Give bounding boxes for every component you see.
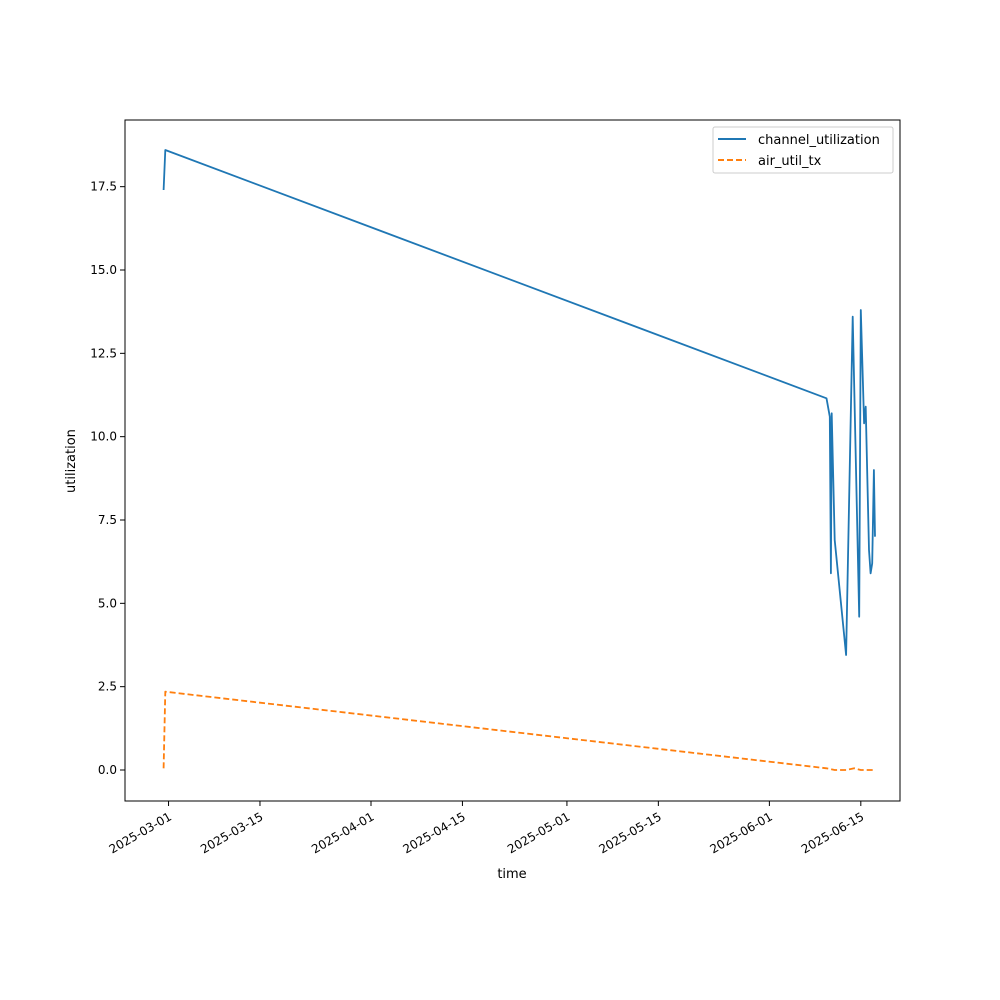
y-tick-label: 15.0	[90, 263, 117, 277]
x-tick-label: 2025-03-01	[107, 809, 174, 856]
legend-label-air-util-tx: air_util_tx	[758, 154, 822, 169]
y-axis-label: utilization	[64, 429, 79, 493]
legend-label-channel-utilization: channel_utilization	[758, 133, 880, 148]
legend-box	[712, 126, 894, 174]
series-line-channel-utilization	[162, 149, 876, 656]
y-tick-label: 7.5	[98, 513, 117, 527]
x-tick-label: 2025-04-15	[401, 809, 468, 856]
x-tick-label: 2025-04-01	[309, 809, 376, 856]
plot-area	[162, 149, 876, 771]
y-tick-label: 10.0	[90, 430, 117, 444]
y-tick-label: 5.0	[98, 596, 117, 610]
x-tick-label: 2025-03-15	[198, 809, 265, 856]
axes-frame	[124, 119, 901, 802]
y-tick-label: 0.0	[98, 763, 117, 777]
y-tick-label: 17.5	[90, 180, 117, 194]
legend: channel_utilization air_util_tx	[712, 126, 894, 174]
y-tick-label: 12.5	[90, 346, 117, 360]
x-tick-label: 2025-05-01	[505, 809, 572, 856]
y-tick-label: 2.5	[98, 680, 117, 694]
x-tick-label: 2025-06-15	[799, 809, 866, 856]
x-axis: 2025-03-01 2025-03-15 2025-04-01 2025-04-15…	[107, 801, 866, 856]
series-line-air-util-tx	[162, 690, 875, 771]
x-tick-label: 2025-06-01	[707, 809, 774, 856]
x-axis-label: time	[497, 867, 526, 882]
x-tick-label: 2025-05-15	[596, 809, 663, 856]
y-axis: 0.0 2.5 5.0 7.5 10.0 12.5 15.0 17.5	[90, 180, 125, 777]
